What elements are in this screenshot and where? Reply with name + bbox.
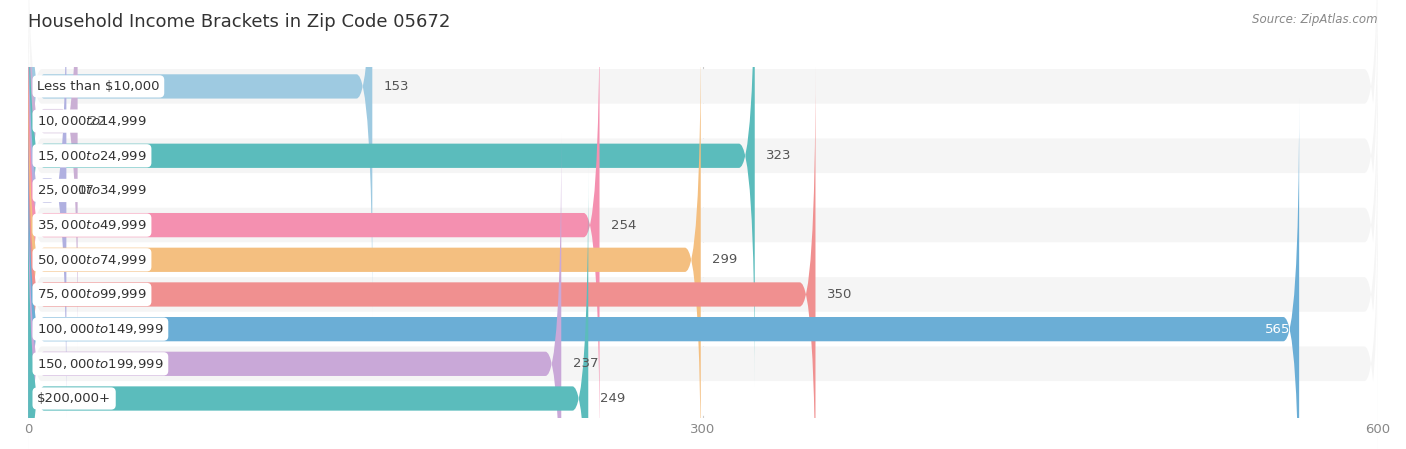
Text: 22: 22: [89, 114, 105, 128]
Text: Less than $10,000: Less than $10,000: [37, 80, 160, 93]
Text: $200,000+: $200,000+: [37, 392, 111, 405]
Text: $50,000 to $74,999: $50,000 to $74,999: [37, 253, 146, 267]
Text: 565: 565: [1265, 323, 1291, 336]
FancyBboxPatch shape: [28, 0, 66, 421]
Text: $10,000 to $14,999: $10,000 to $14,999: [37, 114, 146, 128]
Text: 350: 350: [827, 288, 852, 301]
FancyBboxPatch shape: [28, 29, 700, 449]
FancyBboxPatch shape: [28, 168, 588, 449]
Text: 299: 299: [711, 253, 737, 266]
FancyBboxPatch shape: [28, 0, 1378, 381]
Text: 249: 249: [599, 392, 624, 405]
FancyBboxPatch shape: [28, 138, 1378, 449]
Text: $75,000 to $99,999: $75,000 to $99,999: [37, 287, 146, 301]
Text: 323: 323: [766, 149, 792, 162]
FancyBboxPatch shape: [28, 0, 373, 317]
FancyBboxPatch shape: [28, 208, 1378, 449]
FancyBboxPatch shape: [28, 0, 599, 449]
Text: $150,000 to $199,999: $150,000 to $199,999: [37, 357, 163, 371]
Text: 153: 153: [384, 80, 409, 93]
Text: Household Income Brackets in Zip Code 05672: Household Income Brackets in Zip Code 05…: [28, 13, 450, 31]
Text: Source: ZipAtlas.com: Source: ZipAtlas.com: [1253, 13, 1378, 26]
FancyBboxPatch shape: [28, 133, 561, 449]
FancyBboxPatch shape: [28, 35, 1378, 416]
FancyBboxPatch shape: [28, 64, 815, 449]
Text: 237: 237: [572, 357, 598, 370]
FancyBboxPatch shape: [28, 0, 1378, 277]
Text: $35,000 to $49,999: $35,000 to $49,999: [37, 218, 146, 232]
FancyBboxPatch shape: [28, 99, 1299, 449]
FancyBboxPatch shape: [28, 0, 1378, 312]
Text: 254: 254: [610, 219, 636, 232]
Text: $100,000 to $149,999: $100,000 to $149,999: [37, 322, 163, 336]
Text: $25,000 to $34,999: $25,000 to $34,999: [37, 184, 146, 198]
FancyBboxPatch shape: [28, 0, 755, 386]
FancyBboxPatch shape: [28, 0, 77, 352]
FancyBboxPatch shape: [28, 173, 1378, 449]
Text: $15,000 to $24,999: $15,000 to $24,999: [37, 149, 146, 163]
Text: 17: 17: [77, 184, 94, 197]
FancyBboxPatch shape: [28, 104, 1378, 449]
FancyBboxPatch shape: [28, 69, 1378, 449]
FancyBboxPatch shape: [28, 0, 1378, 347]
